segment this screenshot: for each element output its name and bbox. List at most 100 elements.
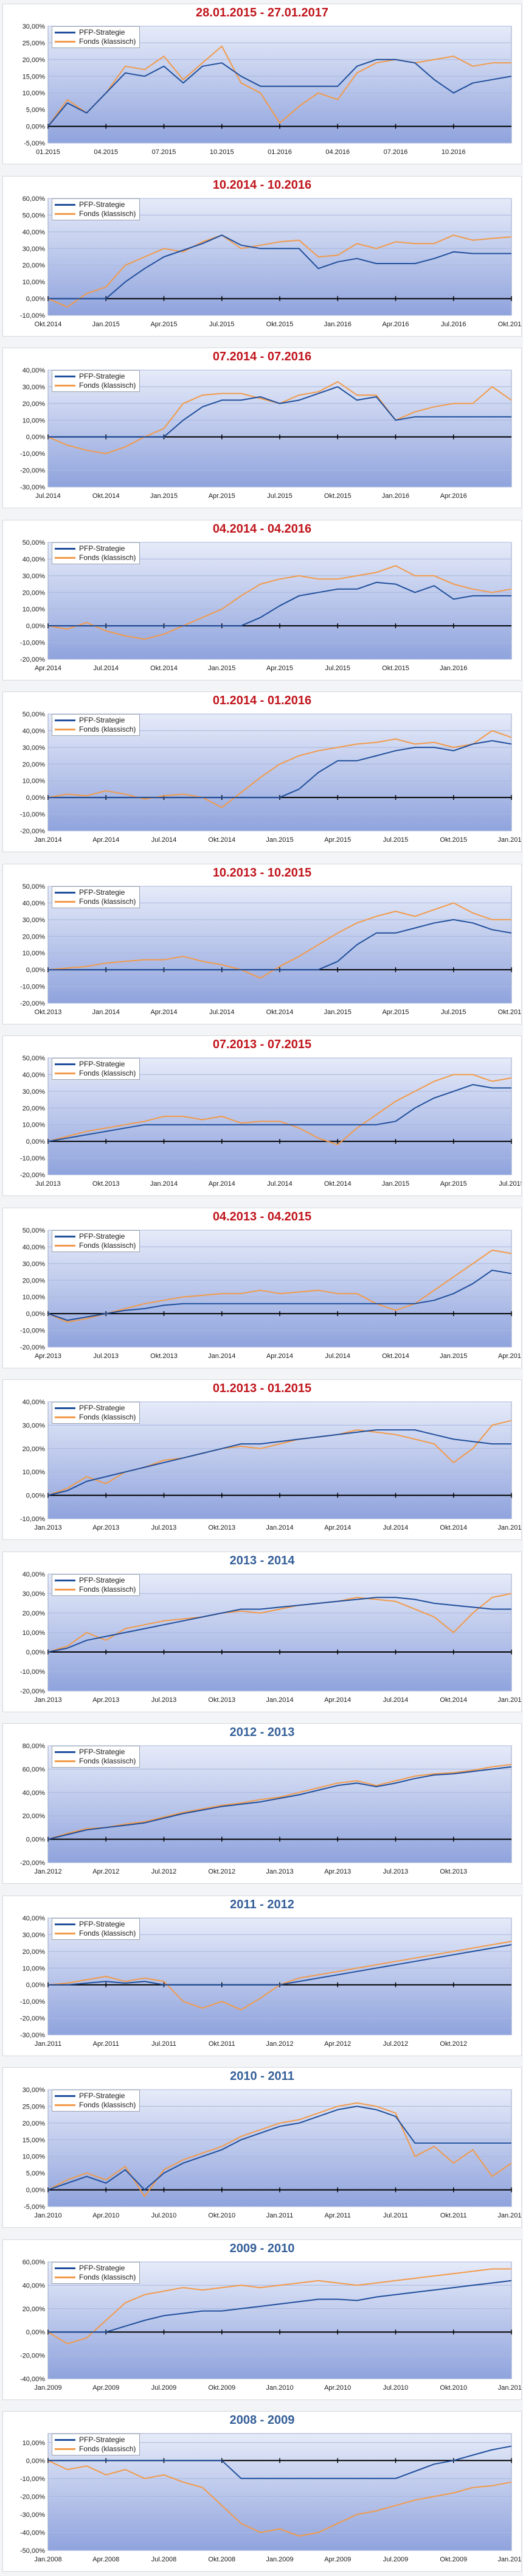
series-line-strategy [47, 2105, 511, 2191]
x-tick-label: Apr.2016 [382, 321, 409, 328]
y-tick-label: 10,00% [23, 417, 46, 424]
x-tick-label: Apr.2011 [325, 2212, 351, 2219]
y-tick-label: 0,00% [26, 1836, 45, 1844]
x-tick-label: Okt.2014 [440, 1696, 467, 1704]
x-tick-label: 07.2015 [152, 149, 176, 156]
legend-swatch [55, 2104, 75, 2106]
x-tick-label: Okt.2014 [440, 1524, 467, 1531]
chart-title: 01.2014 - 01.2016 [212, 694, 312, 707]
x-tick-label: Jan.2009 [266, 2556, 293, 2563]
x-tick-label: Jan.2015 [150, 492, 178, 500]
series-line-strategy [47, 1766, 512, 1840]
y-tick-label: -20,00% [20, 467, 45, 475]
x-tick-label: 04.2015 [94, 149, 118, 156]
legend-label: PFP-Strategie [79, 372, 125, 380]
x-tick-label: Jan.2010 [34, 2212, 61, 2219]
y-tick-label: 15,00% [23, 2137, 46, 2144]
chart-panel: 2013 - 2014 40,00% 30,00% 20,00% 10,00% 0,00%… [2, 1551, 522, 1712]
y-tick-label: 0,00% [26, 794, 45, 802]
y-tick-label: 30,00% [23, 572, 46, 579]
x-tick-label: Okt.2014 [208, 836, 235, 844]
x-tick-label: Okt.2012 [208, 1868, 235, 1875]
legend-swatch [55, 547, 75, 550]
y-tick-label: 10,00% [23, 778, 46, 785]
series-line-strategy [48, 919, 512, 970]
y-tick-label: 20,00% [23, 2305, 46, 2312]
x-tick-label: Jan.2015 [440, 1353, 467, 1360]
x-tick-label: Jan.2012 [266, 2040, 293, 2048]
y-tick-label: 0,00% [26, 1311, 45, 1318]
x-tick-label: Jan.2015 [208, 665, 235, 672]
legend-item-fund: Fonds (klassisch) [55, 553, 136, 562]
x-tick-label: Apr.2011 [93, 2040, 119, 2048]
chart-panel: 10.2014 - 10.2016 60,00% 50,00% 40,00% 30,00… [2, 175, 522, 337]
legend-swatch [55, 1579, 75, 1581]
chart-panel: 2012 - 2013 80,00% 60,00% 40,00% 20,00% 0,00%… [2, 1723, 522, 1884]
x-tick-label: Okt.2014 [92, 492, 120, 500]
chart-legend: PFP-Strategie Fonds (klassisch) [52, 2090, 140, 2112]
x-tick-label: Jul.2015 [267, 492, 293, 500]
chart-panel: 04.2014 - 04.2016 50,00% 40,00% 30,00% 20,00… [2, 519, 522, 681]
x-tick-label: Jan.2015 [497, 1696, 521, 1704]
y-tick-label: 0,00% [26, 2187, 45, 2194]
y-tick-label: -10,00% [20, 450, 45, 458]
y-tick-label: 30,00% [23, 383, 46, 391]
y-tick-label: -50,00% [20, 2547, 45, 2555]
x-tick-label: Apr.2013 [92, 1524, 119, 1531]
legend-swatch [55, 1416, 75, 1418]
x-tick-label: Jul.2013 [93, 1353, 119, 1360]
y-tick-label: 20,00% [23, 1610, 46, 1617]
y-tick-label: 10,00% [23, 279, 46, 286]
y-tick-label: 40,00% [23, 1399, 46, 1406]
y-tick-label: 20,00% [23, 401, 46, 408]
x-tick-label: Apr.2009 [92, 2384, 119, 2392]
series-line-fund [47, 2102, 512, 2197]
x-tick-label: Okt.2016 [498, 321, 521, 328]
chart-panel: 2009 - 2010 60,00% 40,00% 20,00% 0,00% -20,00… [2, 2239, 522, 2400]
legend-label: Fonds (klassisch) [79, 1241, 136, 1250]
legend-item-strategy: PFP-Strategie [55, 200, 136, 209]
y-tick-label: -20,00% [20, 1172, 45, 1179]
y-tick-label: 30,00% [23, 1591, 46, 1598]
x-tick-label: Jan.2016 [382, 492, 409, 500]
x-tick-label: Apr.2014 [35, 665, 61, 672]
legend-label: Fonds (klassisch) [79, 37, 136, 46]
x-tick-label: Okt.2009 [440, 2556, 467, 2563]
x-tick-label: Okt.2011 [440, 2212, 467, 2219]
x-tick-label: Jan.2015 [382, 1180, 409, 1188]
x-tick-label: Jan.2013 [34, 1524, 61, 1531]
series-line-strategy [47, 1596, 511, 1653]
series-line-fund [47, 1763, 512, 1840]
x-tick-label: Jul.2014 [383, 1524, 409, 1531]
x-tick-label: Jan.2012 [497, 2212, 521, 2219]
legend-item-strategy: PFP-Strategie [55, 1232, 136, 1241]
y-tick-label: 25,00% [23, 2103, 46, 2110]
y-tick-label: 0,00% [26, 2457, 45, 2465]
legend-swatch [55, 32, 75, 33]
y-tick-label: 10,00% [23, 950, 46, 957]
legend-swatch [55, 1932, 75, 1934]
legend-item-fund: Fonds (klassisch) [55, 1757, 136, 1766]
legend-swatch [55, 1073, 75, 1074]
x-tick-label: Jan.2014 [34, 836, 61, 844]
y-tick-label: 30,00% [23, 1422, 46, 1429]
series-line-fund [47, 2268, 511, 2344]
legend-swatch [55, 1235, 75, 1237]
y-tick-label: 30,00% [23, 23, 46, 30]
x-tick-label: Okt.2013 [92, 1180, 120, 1188]
legend-swatch [55, 1923, 75, 1925]
x-tick-label: Jul.2015 [383, 836, 409, 844]
x-tick-label: Jul.2015 [499, 1180, 521, 1188]
x-tick-label: Okt.2010 [208, 2212, 235, 2219]
chart-legend: PFP-Strategie Fonds (klassisch) [52, 370, 140, 392]
series-line-strategy [48, 740, 512, 799]
x-tick-label: Apr.2014 [324, 1524, 351, 1531]
y-tick-label: 30,00% [23, 1088, 46, 1096]
x-tick-label: Jan.2009 [34, 2384, 61, 2392]
legend-item-fund: Fonds (klassisch) [55, 209, 136, 219]
y-tick-label: 40,00% [23, 556, 46, 563]
legend-swatch [55, 1063, 75, 1065]
y-tick-label: 10,00% [23, 1965, 46, 1972]
series-line-strategy [48, 234, 511, 299]
x-tick-label: Jul.2014 [383, 1696, 409, 1704]
